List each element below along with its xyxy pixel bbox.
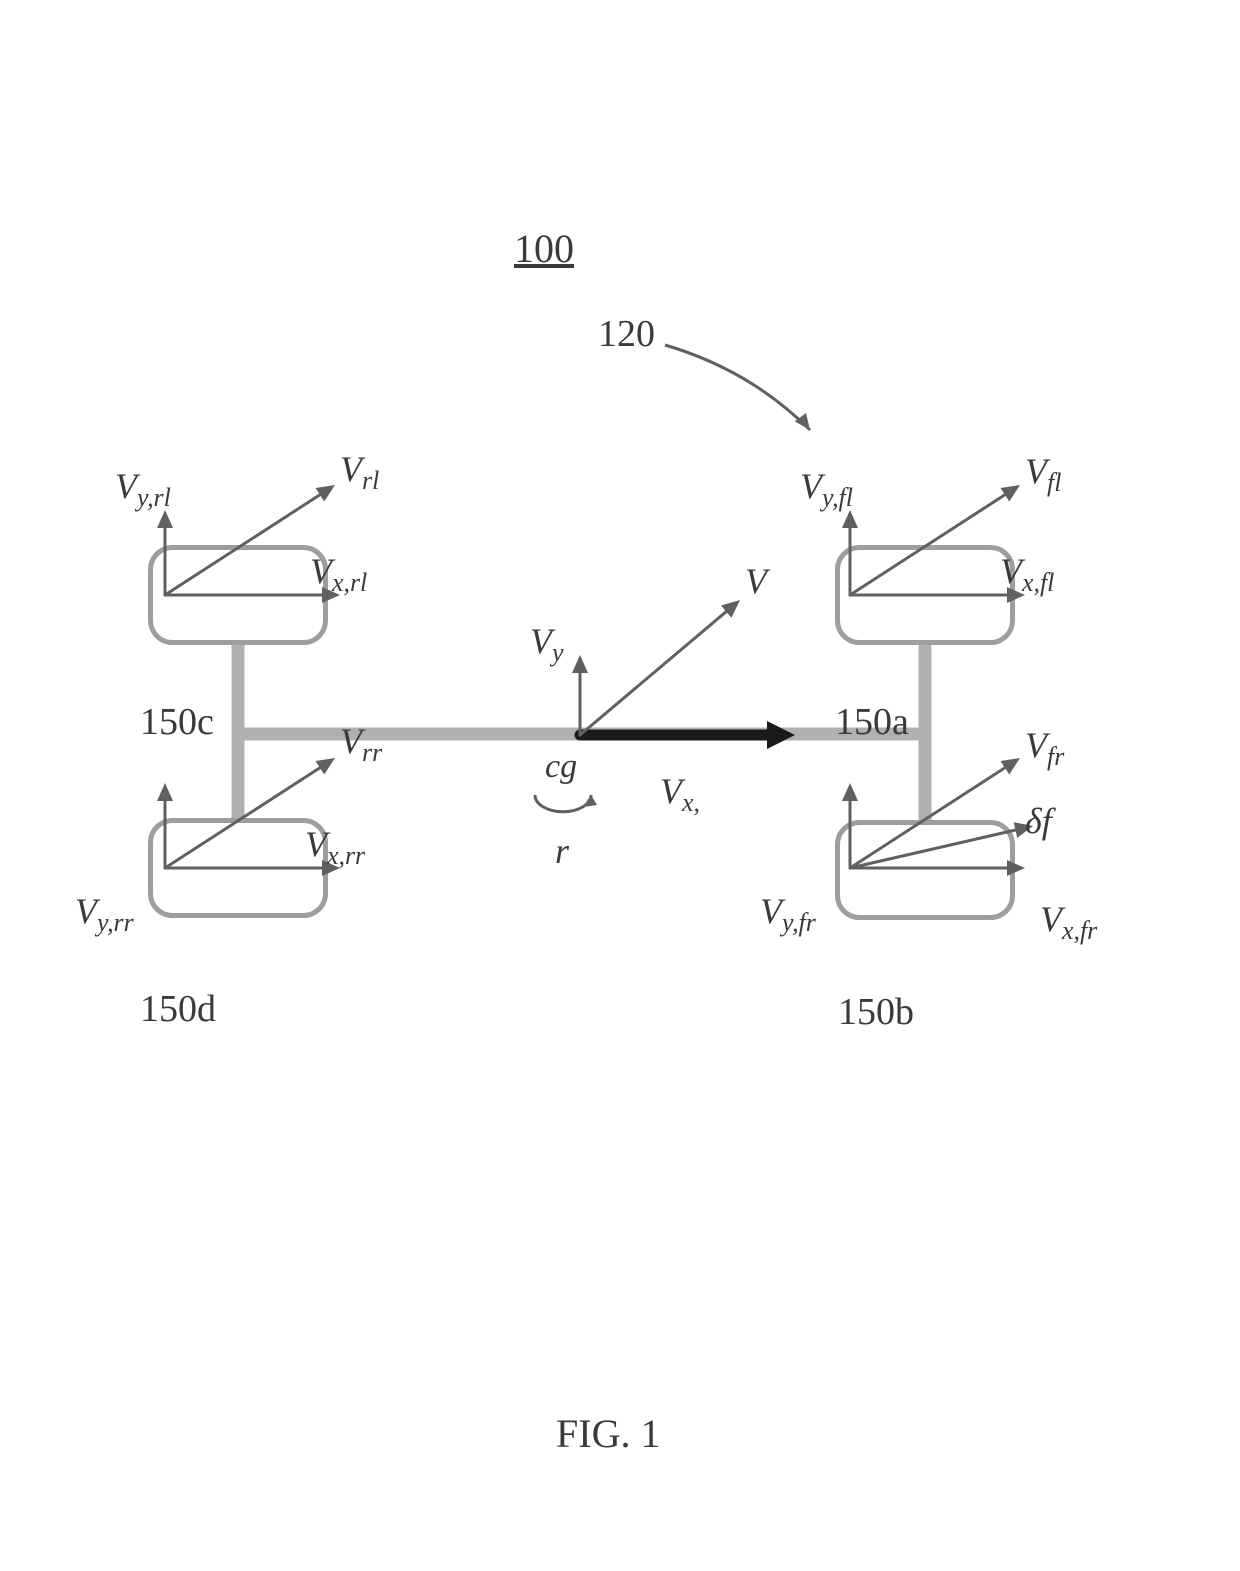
label-vy-rr: Vy,rr — [75, 890, 134, 938]
figure-number: FIG. 1 — [556, 1410, 660, 1457]
label-vx-rl: Vx,rl — [310, 550, 367, 598]
label-r: r — [555, 830, 569, 872]
diagram-title: 100 — [514, 225, 574, 272]
pointer-120-label: 120 — [598, 312, 655, 356]
wheel-ref-fr: 150b — [838, 990, 914, 1034]
wheel-ref-rr: 150d — [140, 987, 216, 1031]
wheel-ref-fl: 150a — [835, 700, 909, 744]
label-v-rr: Vrr — [340, 720, 382, 768]
label-deltaf: δf — [1025, 800, 1052, 842]
label-cg-vx: Vx, — [660, 770, 700, 818]
label-cg-v: V — [745, 560, 767, 602]
label-vy-fr: Vy,fr — [760, 890, 816, 938]
label-vy-fl: Vy,fl — [800, 465, 853, 513]
label-cg: cg — [545, 748, 577, 786]
wheel-ref-rl: 150c — [140, 700, 214, 744]
label-v-rl: Vrl — [340, 448, 379, 496]
label-vx-fr: Vx,fr — [1040, 898, 1097, 946]
label-vx-fl: Vx,fl — [1000, 550, 1054, 598]
label-vx-rr: Vx,rr — [305, 823, 365, 871]
label-vy-rl: Vy,rl — [115, 465, 171, 513]
label-v-fr: Vfr — [1025, 724, 1064, 772]
label-v-fl: Vfl — [1025, 450, 1061, 498]
diagram-svg — [0, 0, 1240, 1571]
label-cg-vy: Vy — [530, 620, 564, 668]
